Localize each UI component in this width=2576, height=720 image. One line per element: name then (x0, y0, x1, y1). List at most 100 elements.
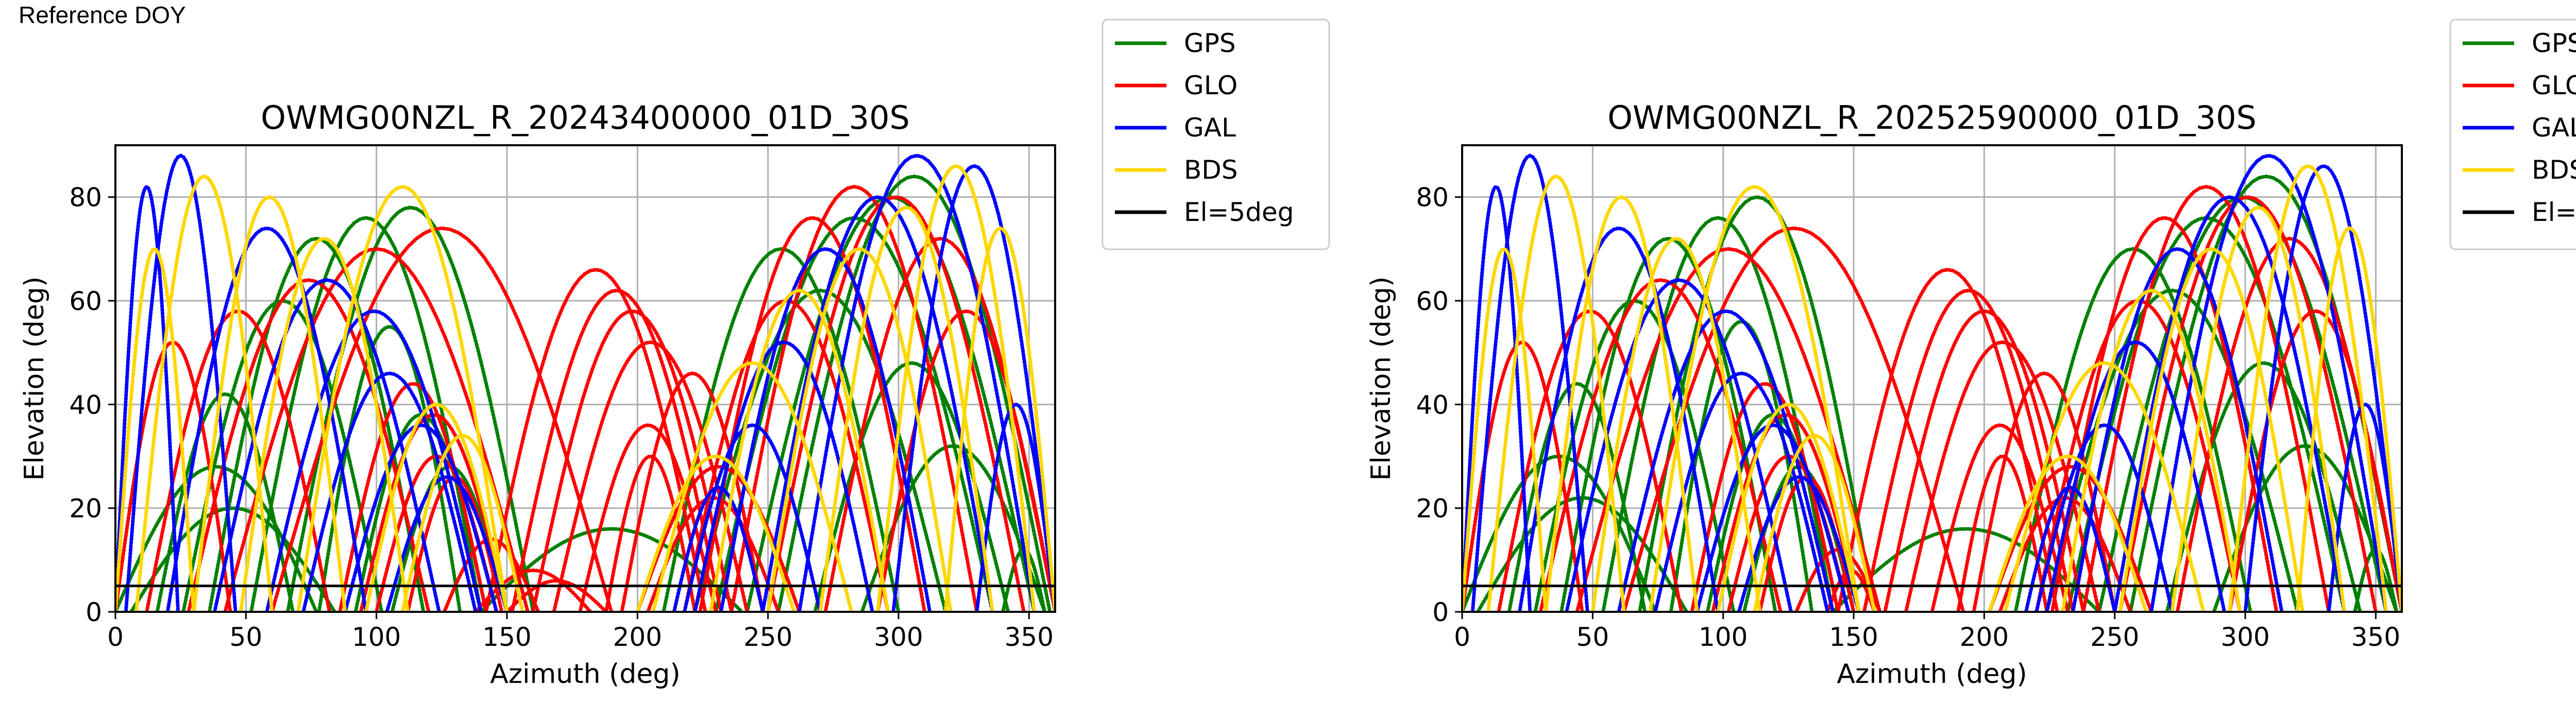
y-axis-label: Elevation (deg) (1366, 277, 1397, 481)
satellite-track (2118, 247, 2304, 612)
satellite-track (239, 236, 410, 612)
satellite-track (766, 247, 953, 612)
satellite-track (2045, 288, 2299, 612)
x-tick-label: 0 (1454, 622, 1470, 652)
satellite-track (1565, 278, 1793, 612)
y-tick-label: 20 (1416, 494, 1449, 524)
x-tick-label: 250 (743, 622, 792, 652)
satellite-track (187, 278, 431, 612)
satellite-track (693, 340, 874, 612)
satellite-track (2243, 164, 2402, 612)
x-tick-label: 300 (874, 622, 923, 652)
satellite-track (165, 226, 368, 612)
satellite-track (385, 475, 509, 612)
satellite-track (364, 402, 509, 612)
satellite-track (343, 423, 499, 612)
satellite-track (400, 434, 524, 612)
series-gal (1462, 153, 2402, 612)
satellite-track (338, 382, 488, 612)
legend: GPS GLO GAL BDS El=5deg (2449, 19, 2576, 250)
satellite-track (1737, 475, 1861, 612)
satellite-track (484, 268, 707, 612)
satellite-track (1638, 195, 1876, 612)
satellite-track (2118, 195, 2378, 612)
satellite-track (943, 226, 1055, 612)
legend-gps-label: GPS (1184, 28, 1236, 58)
satellite-track (1507, 382, 1647, 612)
satellite-track (2050, 216, 2279, 612)
x-tick-label: 350 (1005, 622, 1054, 652)
satellite-track (1544, 195, 1699, 612)
satellite-track (129, 506, 337, 612)
plot-area (1462, 153, 2402, 612)
y-tick-label: 0 (86, 597, 102, 627)
y-tick-label: 0 (1432, 597, 1449, 627)
x-tick-label: 250 (2090, 622, 2139, 652)
satellite-track (2071, 247, 2284, 612)
satellite-track (2113, 195, 2346, 612)
x-tick-label: 100 (1699, 622, 1748, 652)
satellite-track (1988, 465, 2154, 612)
legend-bds-label: BDS (1184, 155, 1238, 185)
satellite-track (134, 174, 274, 612)
satellite-track (651, 361, 854, 612)
satellite-track (620, 371, 765, 612)
satellite-track (192, 195, 347, 612)
satellite-track (1648, 184, 1861, 612)
satellite-track (531, 309, 734, 612)
satellite-track (2295, 226, 2402, 612)
satellite-track (1690, 382, 1840, 612)
legend-el-5deg-label: El=5deg (2532, 197, 2576, 227)
plot-frame (1461, 144, 2403, 613)
satellite-track (473, 568, 592, 612)
satellite-track (115, 184, 180, 612)
chart-title: OWMG00NZL_R_20243400000_01D_30S (261, 99, 910, 136)
satellite-track (1590, 236, 1762, 612)
legend-glo-label: GLO (2532, 71, 2576, 100)
satellite-track (635, 454, 796, 612)
legend-gps-label: GPS (2532, 28, 2576, 58)
satellite-track (1695, 423, 1851, 612)
satellite-track (876, 309, 1055, 612)
satellite-track (2035, 423, 2174, 612)
satellite-track (672, 485, 765, 612)
satellite-track (285, 205, 535, 612)
satellite-track (1462, 247, 1548, 612)
satellite-track (505, 579, 608, 612)
legend-box (2449, 19, 2576, 250)
x-tick-label: 100 (352, 622, 401, 652)
satellite-track (265, 309, 483, 612)
satellite-track (683, 423, 822, 612)
plot-frame (114, 144, 1056, 613)
series-gal (115, 153, 1055, 612)
legend-bds-label: BDS (2532, 155, 2576, 185)
satellite-track (1486, 174, 1626, 612)
x-axis-label: Azimuth (deg) (490, 659, 680, 690)
legend: GPS GLO GAL BDS El=5deg (1101, 19, 1330, 250)
reference-doy-label: Reference DOY (19, 2, 186, 28)
satellite-track (798, 153, 1036, 612)
satellite-track (510, 288, 723, 612)
satellite-track (1470, 153, 1589, 612)
x-axis-label: Azimuth (deg) (1837, 659, 2027, 690)
x-tick-label: 150 (482, 622, 531, 652)
plot-area (115, 153, 1055, 612)
legend-box (1101, 19, 1330, 250)
series-bds (1462, 164, 2402, 612)
satellite-track (2060, 288, 2242, 612)
series-bds (115, 164, 1055, 612)
satellite-track (213, 278, 441, 612)
satellite-track (1972, 371, 2117, 612)
satellite-track (698, 216, 927, 612)
x-tick-label: 150 (1829, 622, 1878, 652)
satellite-track (2228, 164, 2388, 612)
satellite-track (891, 164, 1055, 612)
legend-gal-label: GAL (1184, 113, 1236, 143)
satellite-track (1862, 288, 2075, 612)
satellite-track (1538, 278, 1783, 612)
satellite-track (730, 184, 979, 612)
x-tick-label: 0 (107, 622, 124, 652)
satellite-track (207, 236, 426, 612)
satellite-track (761, 195, 994, 612)
